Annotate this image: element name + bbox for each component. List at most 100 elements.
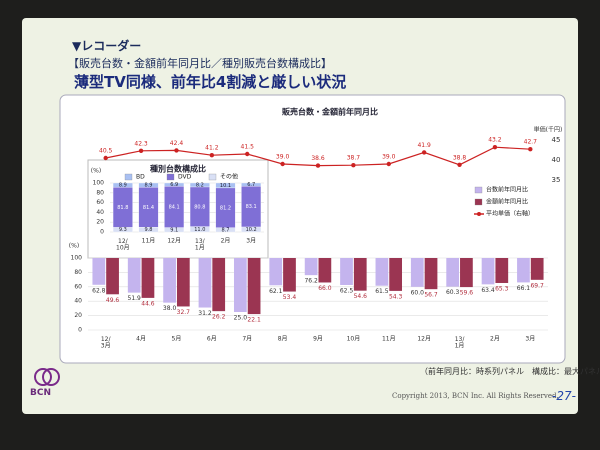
x-tick-label: 3月	[246, 238, 256, 245]
legend-label: 金額前年同月比	[486, 198, 528, 206]
legend-swatch	[208, 173, 217, 181]
x-tick-label: 13/1月	[195, 238, 206, 252]
x-tick-label: 12月	[417, 336, 431, 343]
bar-segment	[189, 226, 210, 233]
bar	[176, 258, 190, 307]
value-label: 31.2	[198, 310, 212, 317]
value-label: 60.0	[411, 289, 425, 296]
legend-label: その他	[220, 173, 238, 181]
value-label: 80.8	[194, 204, 205, 210]
point	[457, 162, 462, 167]
bar-segment	[241, 226, 262, 233]
bar	[127, 258, 141, 293]
y2-tick-label: 45	[552, 136, 561, 144]
value-label: 11.0	[194, 227, 205, 233]
x-tick-label: 5月	[172, 336, 182, 343]
legend-label: 平均単価（右軸）	[486, 210, 534, 218]
y-tick-label: 20	[74, 312, 82, 319]
footnote: （前年同月比：時系列パネル 構成比：最大パネル）	[420, 367, 600, 376]
y-axis-label: (%)	[69, 243, 79, 250]
value-label: 62.1	[269, 288, 283, 295]
value-label: 9.1	[170, 227, 178, 233]
value-label: 60.3	[446, 289, 460, 296]
value-label: 42.7	[524, 139, 538, 146]
x-tick-label: 2月	[490, 336, 500, 343]
y2-tick-label: 40	[552, 156, 561, 164]
x-tick-label: 8月	[278, 336, 288, 343]
x-tick-label: 3月	[525, 336, 535, 343]
value-label: 22.1	[247, 317, 261, 324]
bar-segment	[112, 227, 133, 233]
point	[209, 153, 215, 158]
bar	[353, 258, 367, 291]
value-label: 42.4	[170, 140, 184, 147]
value-label: 76.2	[304, 278, 318, 285]
point	[421, 150, 427, 155]
value-label: 41.9	[417, 142, 431, 149]
point	[492, 145, 498, 150]
point	[315, 163, 321, 168]
y-tick-label: 60	[96, 199, 104, 206]
y-tick-label: 0	[100, 229, 104, 236]
chart-title: 販売台数・金額前年同月比	[282, 107, 378, 117]
legend-swatch	[477, 212, 481, 216]
legend-label: DVD	[178, 174, 192, 181]
value-label: 39.0	[382, 154, 396, 161]
value-label: 10.2	[246, 227, 257, 233]
value-label: 40.5	[99, 148, 113, 155]
y2-tick-label: 35	[552, 176, 561, 184]
bar	[495, 258, 509, 283]
bar	[247, 258, 261, 315]
value-label: 83.1	[246, 204, 257, 210]
x-tick-label: 7月	[242, 336, 252, 343]
x-tick-label: 11月	[142, 238, 156, 245]
point	[528, 147, 533, 152]
headline: 薄型TV同様、前年比4割減と厳しい状況	[74, 73, 347, 91]
value-label: 61.5	[375, 288, 389, 295]
legend-swatch	[474, 198, 483, 206]
value-label: 65.3	[495, 285, 509, 292]
section-title: ▼レコーダー	[72, 39, 142, 53]
bar	[460, 258, 473, 288]
bar	[424, 258, 438, 290]
x-tick-label: 12月	[167, 238, 181, 245]
bar-segment	[164, 227, 185, 233]
value-label: 42.3	[134, 140, 148, 147]
point	[103, 155, 108, 161]
y-axis-label: (%)	[91, 168, 101, 175]
y-tick-label: 20	[96, 219, 104, 226]
page-number: -27-	[552, 389, 576, 403]
value-label: 49.6	[106, 297, 120, 304]
value-label: 9.8	[145, 227, 153, 233]
x-tick-label: 9月	[313, 336, 323, 343]
x-tick-label: 10月	[347, 336, 361, 343]
bar	[141, 258, 155, 298]
value-label: 69.7	[530, 282, 544, 289]
bar	[304, 258, 318, 276]
y-tick-label: 40	[96, 209, 104, 216]
value-label: 38.7	[347, 155, 361, 162]
bar-segment	[138, 227, 159, 233]
legend-label: 台数前年同月比	[486, 186, 528, 194]
y-tick-label: 0	[78, 327, 82, 334]
x-tick-label: 4月	[136, 336, 146, 343]
logo: BCN	[30, 388, 51, 398]
value-label: 8.2	[196, 183, 204, 189]
x-tick-label: 12/3月	[101, 336, 112, 350]
chart-title: 種別台数構成比	[150, 164, 206, 174]
y-tick-label: 80	[74, 269, 82, 276]
value-label: 41.5	[241, 144, 255, 151]
logo-mark	[42, 368, 60, 386]
bar	[340, 258, 353, 285]
legend-swatch	[124, 173, 133, 181]
value-label: 43.2	[488, 137, 502, 144]
value-label: 38.0	[163, 305, 177, 312]
value-label: 59.6	[460, 290, 474, 297]
bar	[389, 258, 403, 291]
x-tick-label: 11月	[382, 336, 396, 343]
value-label: 8.9	[145, 183, 153, 189]
value-label: 6.9	[170, 182, 178, 188]
value-label: 10.1	[220, 183, 231, 189]
bar	[92, 258, 106, 285]
